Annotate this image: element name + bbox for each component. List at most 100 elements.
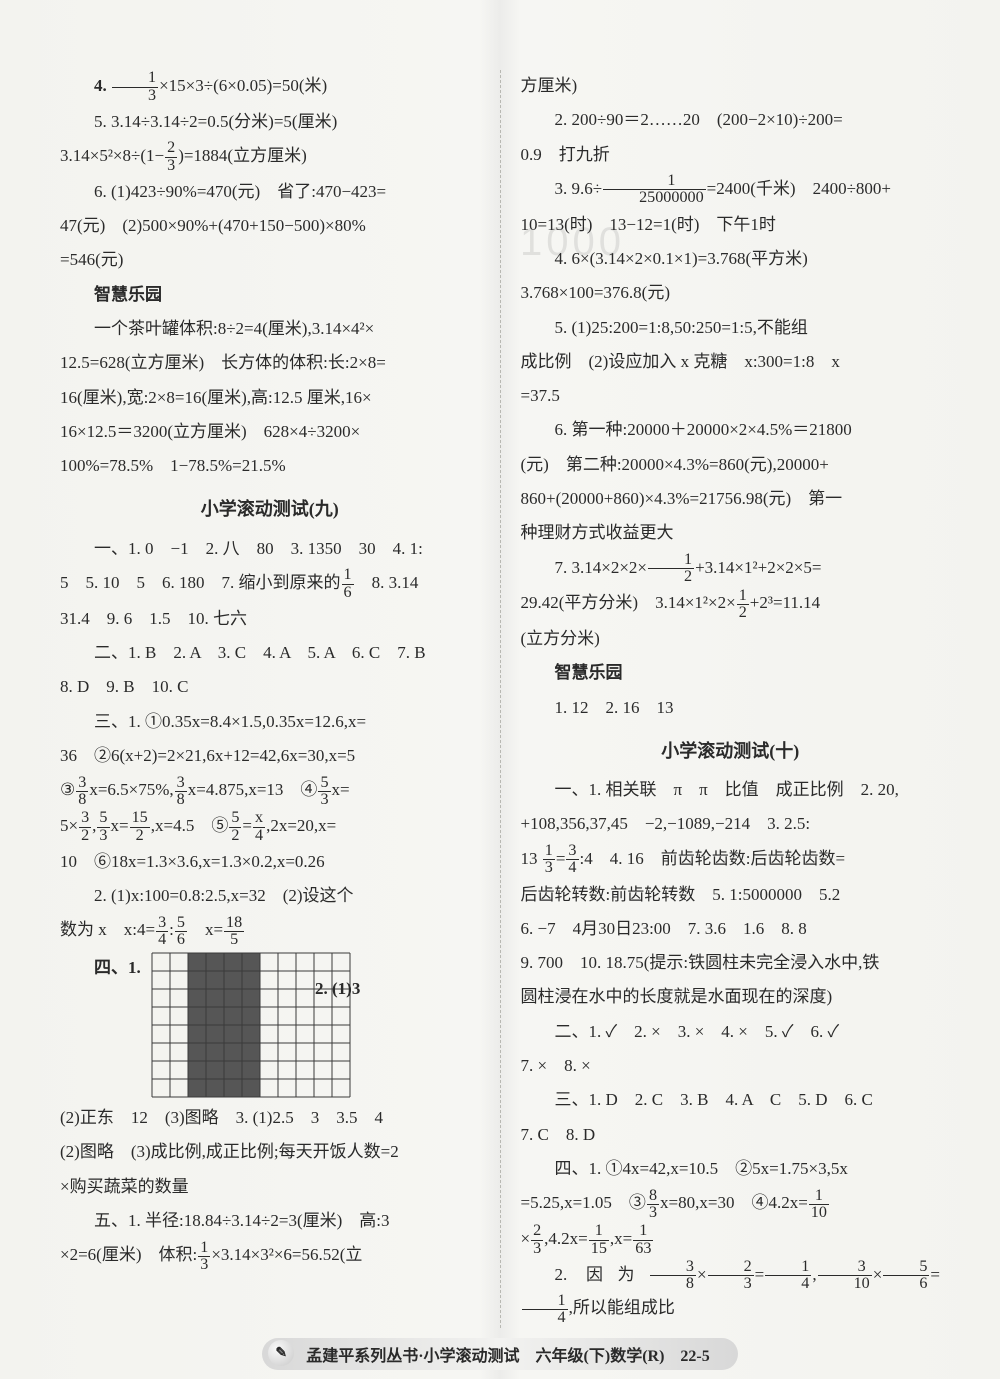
text: × [697,1265,707,1284]
line: 方厘米) [521,70,941,102]
fraction: 56 [175,915,187,948]
fraction: 83 [647,1188,659,1221]
text: 13 [521,849,542,868]
fraction: 12 [648,552,694,585]
line: 数为 x x:4=34:56 x=185 [60,914,480,948]
text: = [755,1265,765,1284]
text: ×15×3÷(6×0.05)=50(米) [159,76,327,95]
text: +3.14×1²+2×2×5= [695,558,821,577]
fraction: 185 [224,915,244,948]
line: 二、1. ✓ 2. × 3. × 4. × 5. ✓ 6. ✓ [521,1016,941,1048]
fraction: 115 [589,1223,609,1256]
fraction: 12 [737,588,749,621]
text: = [556,849,566,868]
line: 四、1. ①4x=42,x=10.5 ②5x=1.75×3,5x [521,1153,941,1185]
text: ×2=6(厘米) 体积: [60,1245,197,1264]
line: 5 5. 10 5 6. 180 7. 缩小到原来的16 8. 3.14 [60,567,480,601]
fraction: 13 [198,1240,210,1273]
line: 2. 因为38×23=14,310×56=14,所以能组成比 [521,1259,941,1327]
line: ×2=6(厘米) 体积:13×3.14×3²×6=56.52(立 [60,1239,480,1273]
pencil-icon: ✎ [268,1340,294,1366]
line: (2)正东 12 (3)图略 3. (1)2.5 3 3.5 4 [60,1102,480,1134]
text: ,2x=20,x= [266,816,336,835]
line: =5.25,x=1.05 ③83x=80,x=30 ④4.2x=110 [521,1187,941,1221]
line: (立方分米) [521,623,941,655]
line: 16×12.5＝3200(立方厘米) 628×4÷3200× [60,416,480,448]
fraction: 56 [883,1259,929,1292]
text: : [169,920,174,939]
fraction: 52 [229,810,241,843]
text: x= [111,816,129,835]
line: 9. 700 10. 18.75(提示:铁圆柱未完全浸入水中,铁 [521,947,941,979]
fraction: 38 [175,775,187,808]
text: ,所以能组成比 [569,1298,675,1317]
fraction: 152 [130,810,150,843]
line: 10=13(时) 13−12=1(时) 下午1时 [521,209,941,241]
line: 36 ②6(x+2)=2×21,6x+12=42,6x=30,x=5 [60,740,480,772]
text: )=1884(立方厘米) [178,146,307,165]
text: , [812,1265,816,1284]
line: (元) 第二种:20000×4.3%=860(元),20000+ [521,449,941,481]
line: 二、1. B 2. A 3. C 4. A 5. A 6. C 7. B [60,637,480,669]
text: × [873,1265,883,1284]
line: 47(元) (2)500×90%+(470+150−500)×80% [60,210,480,242]
fraction: 23 [531,1223,543,1256]
line: 3.768×100=376.8(元) [521,277,941,309]
line: +108,356,37,45 −2,−1089,−214 3. 2.5: [521,808,941,840]
text: =5.25,x=1.05 ③ [521,1193,646,1212]
line: 5×32,53x=152,x=4.5 ⑤52=x4,2x=20,x= [60,810,480,844]
fraction: 23 [708,1259,754,1292]
right-column: 方厘米) 2. 200÷90＝2……20 (200−2×10)÷200= 0.9… [521,70,941,1328]
line: (2)图略 (3)成比例,成正比例;每天开饭人数=2 [60,1136,480,1168]
text: =2400(千米) 2400÷800+ [707,179,891,198]
column-divider [500,70,501,1328]
line: 3.14×5²×8÷(1−23)=1884(立方厘米) [60,140,480,174]
footer-bar: ✎ 孟建平系列丛书·小学滚动测试 六年级(下)数学(R) 22-5 [262,1338,738,1370]
text: 3. 9.6÷ [555,179,603,198]
text: :4 4. 16 前齿轮齿数:后齿轮齿数= [580,849,846,868]
line: 7. × 8. × [521,1050,941,1082]
line: ×23,4.2x=115,x=163 [521,1223,941,1257]
fraction: 163 [633,1223,653,1256]
line: =37.5 [521,380,941,412]
fraction: 13 [112,70,158,103]
line: 种理财方式收益更大 [521,517,941,549]
text: ③ [60,780,75,799]
line: 0.9 打九折 [521,139,941,171]
fraction: 53 [318,775,330,808]
line: 成比例 (2)设应加入 x 克糖 x:300=1:8 x [521,346,941,378]
line: 12.5=628(立方厘米) 长方体的体积:长:2×8= [60,347,480,379]
line: 13 13=34:4 4. 16 前齿轮齿数:后齿轮齿数= [521,843,941,877]
text: 7. 3.14×2×2× [555,558,648,577]
text: ,x=4.5 ⑤ [151,816,229,835]
text: , [92,816,96,835]
text: +2³=11.14 [750,593,820,612]
line: 2. (1)x:100=0.8:2.5,x=32 (2)设这个 [60,880,480,912]
line: 100%=78.5% 1−78.5%=21.5% [60,450,480,482]
line: 三、1. ①0.35x=8.4×1.5,0.35x=12.6,x= [60,706,480,738]
fraction: 13 [543,843,555,876]
text: x= [332,780,350,799]
fraction: 125000000 [603,173,706,206]
text: ,4.2x= [544,1229,588,1248]
text: × [521,1229,531,1248]
section-heading: 智慧乐园 [521,657,941,689]
fraction: 53 [97,810,109,843]
line: =546(元) [60,244,480,276]
line: 1. 12 2. 16 13 [521,692,941,724]
figure-label: 四、1. [94,952,141,984]
text: 数为 x x:4= [60,920,155,939]
page-footer: ✎ 孟建平系列丛书·小学滚动测试 六年级(下)数学(R) 22-5 [60,1338,940,1370]
line: 3. 9.6÷125000000=2400(千米) 2400÷800+ [521,173,941,207]
fraction: 14 [522,1293,568,1326]
line: 后齿轮转数:前齿轮转数 5. 1:5000000 5.2 [521,879,941,911]
line: 10 ⑥18x=1.3×3.6,x=1.3×0.2,x=0.26 [60,846,480,878]
text: ×3.14×3²×6=56.52(立 [211,1245,362,1264]
section-heading: 智慧乐园 [60,279,480,311]
test-title-9: 小学滚动测试(九) [60,492,480,526]
text: = [242,816,252,835]
line: 6. 第一种:20000＋20000×2×4.5%＝21800 [521,414,941,446]
left-column: 4. 13×15×3÷(6×0.05)=50(米) 5. 3.14÷3.14÷2… [60,70,480,1328]
text: 3.14×5²×8÷(1− [60,146,164,165]
text: ,x= [610,1229,632,1248]
